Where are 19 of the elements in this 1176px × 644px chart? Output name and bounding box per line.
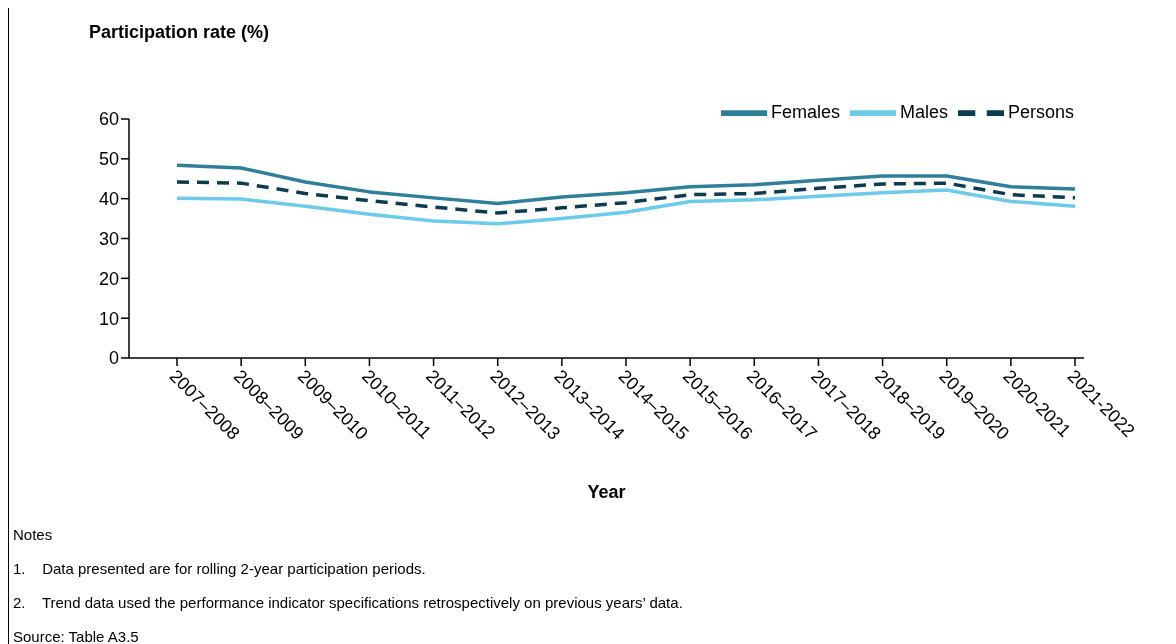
line-series (175, 163, 1077, 206)
legend-label: Females (770, 101, 840, 122)
text: 2. Trend data used the performance indicator specifications retrospectively on previous years’ data. (13, 593, 683, 613)
y-tick-label: 40 (98, 189, 119, 210)
y-tick-label: 30 (98, 228, 119, 249)
y-tick-label: 60 (98, 109, 119, 130)
y-tick-label: 10 (98, 308, 119, 329)
y-tick-label: 0 (108, 348, 119, 369)
y-axis-title: Participation rate (%) (89, 22, 270, 43)
line-series (175, 180, 1077, 215)
text: 1. Data presented are for rolling 2-year participation periods. (13, 559, 427, 579)
line-series (175, 188, 1077, 226)
legend-label: Males (899, 101, 948, 122)
source-note: Source: Table A3.5 (13, 627, 140, 644)
legend-label: Persons (1007, 101, 1074, 122)
text: Notes (13, 525, 54, 545)
x-axis-title: Year (587, 482, 626, 502)
y-tick-label: 50 (98, 149, 119, 170)
y-tick-label: 20 (98, 268, 119, 289)
